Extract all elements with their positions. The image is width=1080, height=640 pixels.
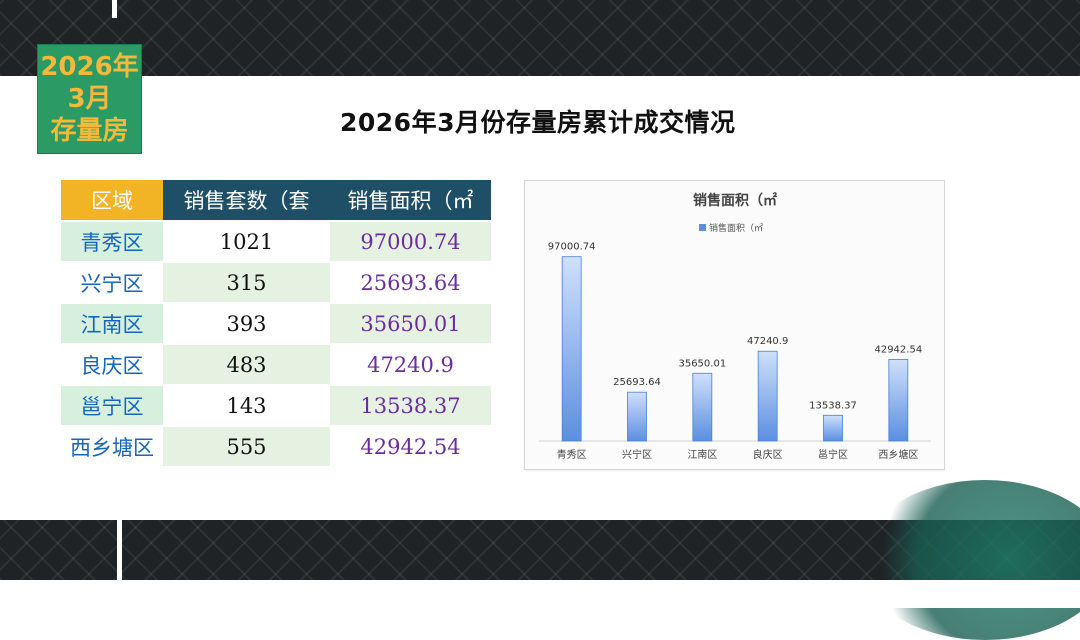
x-tick-label: 西乡塘区	[878, 448, 918, 461]
area-cell: 97000.74	[330, 222, 491, 263]
top-banner	[0, 0, 1080, 76]
bar	[823, 414, 843, 442]
date-badge: 2026年 3月 存量房	[37, 44, 142, 154]
badge-category: 存量房	[50, 116, 129, 146]
page-title: 2026年3月份存量房累计成交情况	[340, 108, 736, 137]
area-cell: 13538.37	[330, 386, 491, 427]
sales-table: 区域 销售套数（套 销售面积（㎡ 青秀区 1021 97000.74 兴宁区 3…	[61, 180, 491, 468]
district-cell: 西乡塘区	[61, 427, 163, 468]
table-row: 江南区 393 35650.01	[61, 304, 491, 345]
district-cell: 青秀区	[61, 222, 163, 263]
area-cell: 42942.54	[330, 427, 491, 468]
x-tick-label: 青秀区	[557, 448, 587, 461]
header-area: 销售面积（㎡	[330, 180, 491, 222]
data-label: 25693.64	[613, 377, 661, 388]
area-cell: 47240.9	[330, 345, 491, 386]
x-tick-label: 邕宁区	[818, 448, 848, 461]
table-row: 良庆区 483 47240.9	[61, 345, 491, 386]
legend-swatch	[699, 224, 706, 231]
badge-month: 3月	[67, 84, 112, 114]
district-cell: 江南区	[61, 304, 163, 345]
x-tick-label: 兴宁区	[622, 448, 652, 461]
x-tick-label: 良庆区	[753, 448, 783, 461]
district-cell: 良庆区	[61, 345, 163, 386]
units-cell: 555	[163, 427, 330, 468]
area-cell: 35650.01	[330, 304, 491, 345]
data-label: 42942.54	[874, 344, 922, 355]
legend-label: 销售面积（㎡	[709, 222, 763, 234]
table-row: 西乡塘区 555 42942.54	[61, 427, 491, 468]
data-label: 35650.01	[678, 358, 726, 369]
units-cell: 143	[163, 386, 330, 427]
data-label: 47240.9	[747, 336, 788, 347]
units-cell: 483	[163, 345, 330, 386]
units-cell: 315	[163, 263, 330, 304]
area-bar-chart: 销售面积（㎡ 销售面积（㎡ 97000.74 青秀区 25693.64 兴宁区 3565…	[524, 180, 945, 470]
header-units: 销售套数（套	[163, 180, 330, 222]
chart-title: 销售面积（㎡	[693, 192, 777, 209]
x-tick-label: 江南区	[687, 448, 717, 461]
table-row: 青秀区 1021 97000.74	[61, 222, 491, 263]
data-label: 97000.74	[548, 242, 596, 253]
units-cell: 1021	[163, 222, 330, 263]
bar	[888, 359, 909, 442]
bottom-divider-line	[117, 520, 122, 580]
teal-glow-decoration	[860, 480, 1080, 640]
header-district: 区域	[61, 180, 163, 222]
data-label: 13538.37	[809, 400, 857, 411]
footer-strip	[0, 580, 1080, 608]
top-divider-line	[112, 0, 117, 18]
area-cell: 25693.64	[330, 263, 491, 304]
district-cell: 兴宁区	[61, 263, 163, 304]
units-cell: 393	[163, 304, 330, 345]
bar	[627, 391, 647, 442]
bar	[757, 350, 778, 442]
district-cell: 邕宁区	[61, 386, 163, 427]
bar	[692, 372, 713, 442]
table-header-row: 区域 销售套数（套 销售面积（㎡	[61, 180, 491, 222]
table-row: 兴宁区 315 25693.64	[61, 263, 491, 304]
bar-chart-svg: 销售面积（㎡ 销售面积（㎡ 97000.74 青秀区 25693.64 兴宁区 3565…	[539, 192, 931, 461]
bar	[561, 256, 582, 442]
badge-year: 2026年	[40, 52, 139, 82]
bottom-banner	[0, 480, 1080, 640]
table-row: 邕宁区 143 13538.37	[61, 386, 491, 427]
bars-group: 97000.74 青秀区 25693.64 兴宁区 35650.01 江南区 47240.9…	[548, 242, 922, 461]
